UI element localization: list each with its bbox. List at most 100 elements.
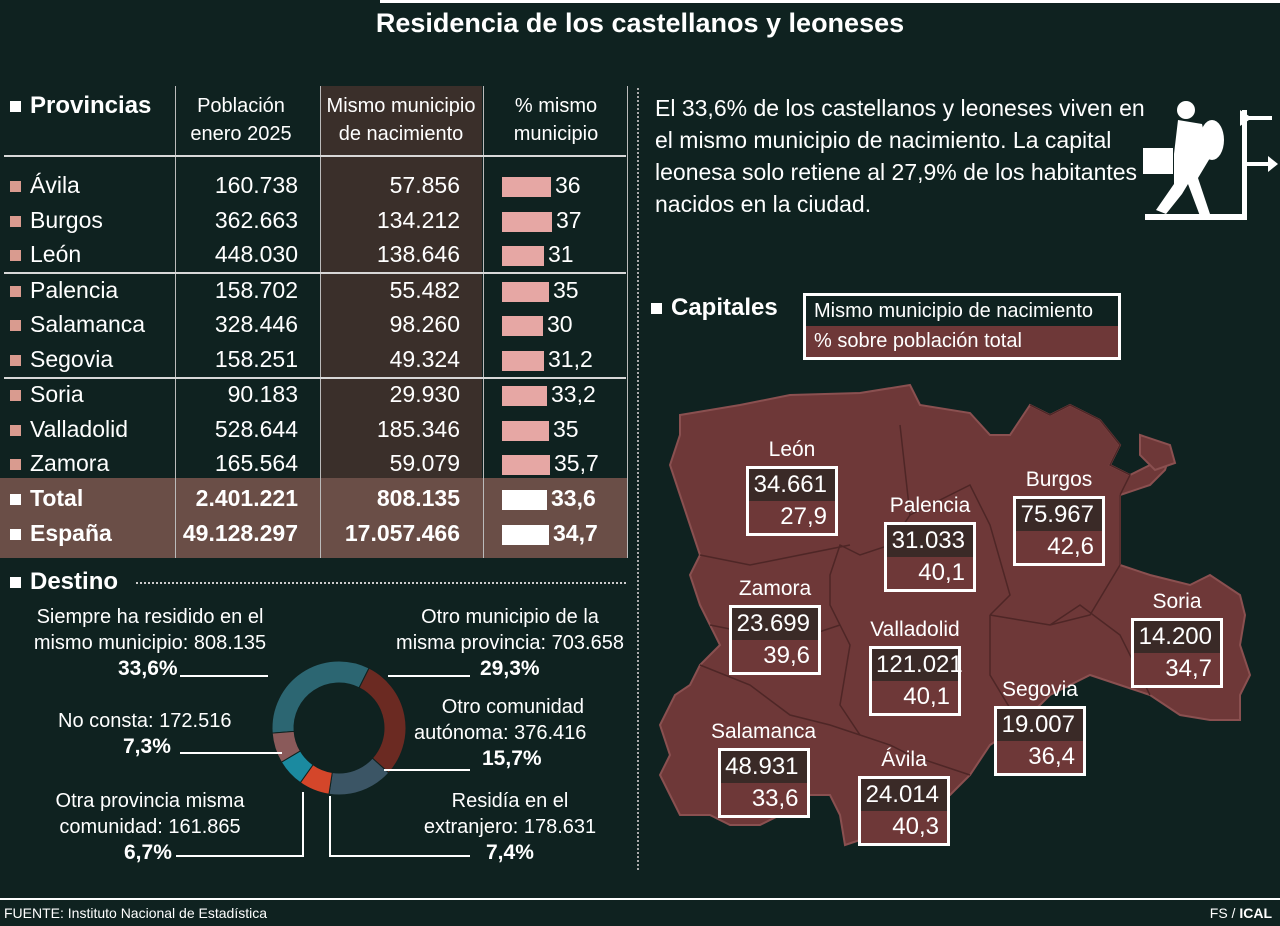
capital-name: Valladolid (870, 618, 960, 641)
capital-name: Zamora (738, 577, 812, 600)
population-value: 90.183 (227, 381, 298, 407)
pct-value: 35 (553, 277, 579, 303)
population-value: 165.564 (214, 450, 298, 476)
capital-same-value: 34.661 (749, 469, 835, 501)
summary-note: El 33,6% de los castellanos y leoneses v… (655, 95, 1145, 217)
capital-pct-value: 39,6 (732, 640, 818, 672)
capital-pct-value: 33,6 (720, 783, 807, 815)
capital-box: 75.967 42,6 (1013, 496, 1105, 566)
destino-chart (176, 660, 470, 857)
capital-name: León (768, 438, 816, 461)
capital-0: León 34.661 27,9 (746, 438, 838, 536)
label-text: Residía en el (451, 790, 569, 812)
same-municipio-value: 49.324 (389, 346, 460, 372)
row-marker (10, 529, 21, 540)
pct-bar (502, 490, 547, 510)
row-marker (10, 320, 21, 331)
pct-value: 35,7 (554, 450, 599, 476)
panel-divider (637, 88, 640, 870)
row-marker (10, 250, 21, 261)
destino-dots (136, 582, 626, 584)
label-otra-comunidad: Otro comunidad autónoma: 376.416 15,7% (414, 694, 587, 772)
row-marker (10, 286, 21, 297)
capitales-heading: Capitales (651, 294, 778, 322)
pct-bar (502, 282, 549, 302)
same-municipio-value: 17.057.466 (344, 520, 460, 546)
label-text: Otro comunidad (441, 696, 584, 718)
pct-bar (502, 316, 543, 336)
donut (271, 660, 407, 796)
pct-value: 31,2 (548, 346, 593, 372)
label-pct: 33,6% (118, 657, 178, 680)
source-note: FUENTE: Instituto Nacional de Estadístic… (4, 905, 267, 921)
population-value: 448.030 (214, 241, 298, 267)
province-border (699, 664, 861, 736)
pct-value: 35 (553, 416, 579, 442)
table-rule (4, 155, 626, 157)
col2-line2: de nacimiento (338, 123, 464, 145)
pct-bar (502, 177, 551, 197)
label-text: comunidad: 161.865 (59, 816, 241, 838)
label-text: autónoma: 376.416 (414, 722, 587, 744)
capital-same-value: 23.699 (732, 608, 818, 640)
label-pct: 7,3% (123, 735, 171, 758)
province-name: Palencia (30, 277, 119, 303)
credit: FS / ICAL (1210, 905, 1272, 921)
capital-pct-value: 34,7 (1134, 653, 1220, 685)
capital-name: Burgos (1025, 468, 1093, 491)
row-marker (10, 216, 21, 227)
walking-man-icon (1143, 101, 1278, 220)
destino-heading: Destino (10, 568, 118, 596)
pct-value: 36 (555, 172, 581, 198)
enclave-shape (1139, 433, 1177, 472)
provincias-label: Provincias (30, 92, 152, 119)
pct-bar (502, 455, 550, 475)
label-otro-municipio: Otro municipio de la misma provincia: 703… (390, 604, 630, 682)
province-name: Total (30, 485, 84, 511)
capital-same-value: 14.200 (1134, 621, 1220, 653)
capital-box: 14.200 34,7 (1131, 618, 1223, 688)
capital-pct-value: 42,6 (1016, 531, 1102, 563)
page-title: Residencia de los castellanos y leoneses (375, 8, 905, 38)
pct-value: 33,6 (551, 485, 596, 511)
table-row: Salamanca 328.446 98.260 30 (0, 308, 630, 342)
col1-line1: Población (197, 95, 285, 117)
pct-bar (502, 351, 544, 371)
capital-box: 34.661 27,9 (746, 466, 838, 536)
same-municipio-value: 185.346 (376, 416, 460, 442)
pct-bar (502, 525, 549, 545)
same-municipio-value: 29.930 (389, 381, 460, 407)
row-marker (10, 494, 21, 505)
donut-slice-0 (271, 660, 370, 734)
province-name: Valladolid (30, 416, 129, 442)
label-text: extranjero: 178.631 (423, 816, 597, 838)
label-no-consta: No consta: 172.516 7,3% (58, 708, 231, 760)
capital-same-value: 31.033 (887, 525, 973, 557)
capital-pct-value: 40,1 (872, 681, 958, 713)
capital-pct-value: 27,9 (749, 501, 835, 533)
col2-line1: Mismo municipio (326, 95, 476, 117)
same-municipio-value: 134.212 (376, 207, 460, 233)
population-value: 528.644 (214, 416, 298, 442)
table-row: Burgos 362.663 134.212 37 (0, 204, 630, 238)
population-value: 328.446 (214, 311, 298, 337)
destino-label: Destino (30, 568, 119, 595)
total-row: Total 2.401.221 808.135 33,6 (0, 482, 630, 516)
pct-value: 37 (556, 207, 582, 233)
pct-bar (502, 386, 547, 406)
label-otra-provincia: Otra provincia misma comunidad: 161.865 6,… (50, 788, 250, 866)
province-name: Ávila (30, 172, 80, 198)
capital-same-value: 24.014 (861, 779, 947, 811)
credit-fs: FS / (1209, 905, 1236, 921)
col1-line2: enero 2025 (190, 123, 292, 145)
pct-bar (502, 421, 549, 441)
capital-box: 31.033 40,1 (884, 522, 976, 592)
col-divider (627, 86, 628, 558)
province-border (699, 544, 851, 566)
capitales-label: Capitales (671, 294, 778, 321)
label-pct: 7,4% (486, 841, 534, 864)
same-municipio-value: 57.856 (389, 172, 460, 198)
capital-3: Zamora 23.699 39,6 (729, 577, 821, 675)
province-name: España (30, 520, 112, 546)
capital-pct-value: 40,3 (861, 811, 947, 843)
